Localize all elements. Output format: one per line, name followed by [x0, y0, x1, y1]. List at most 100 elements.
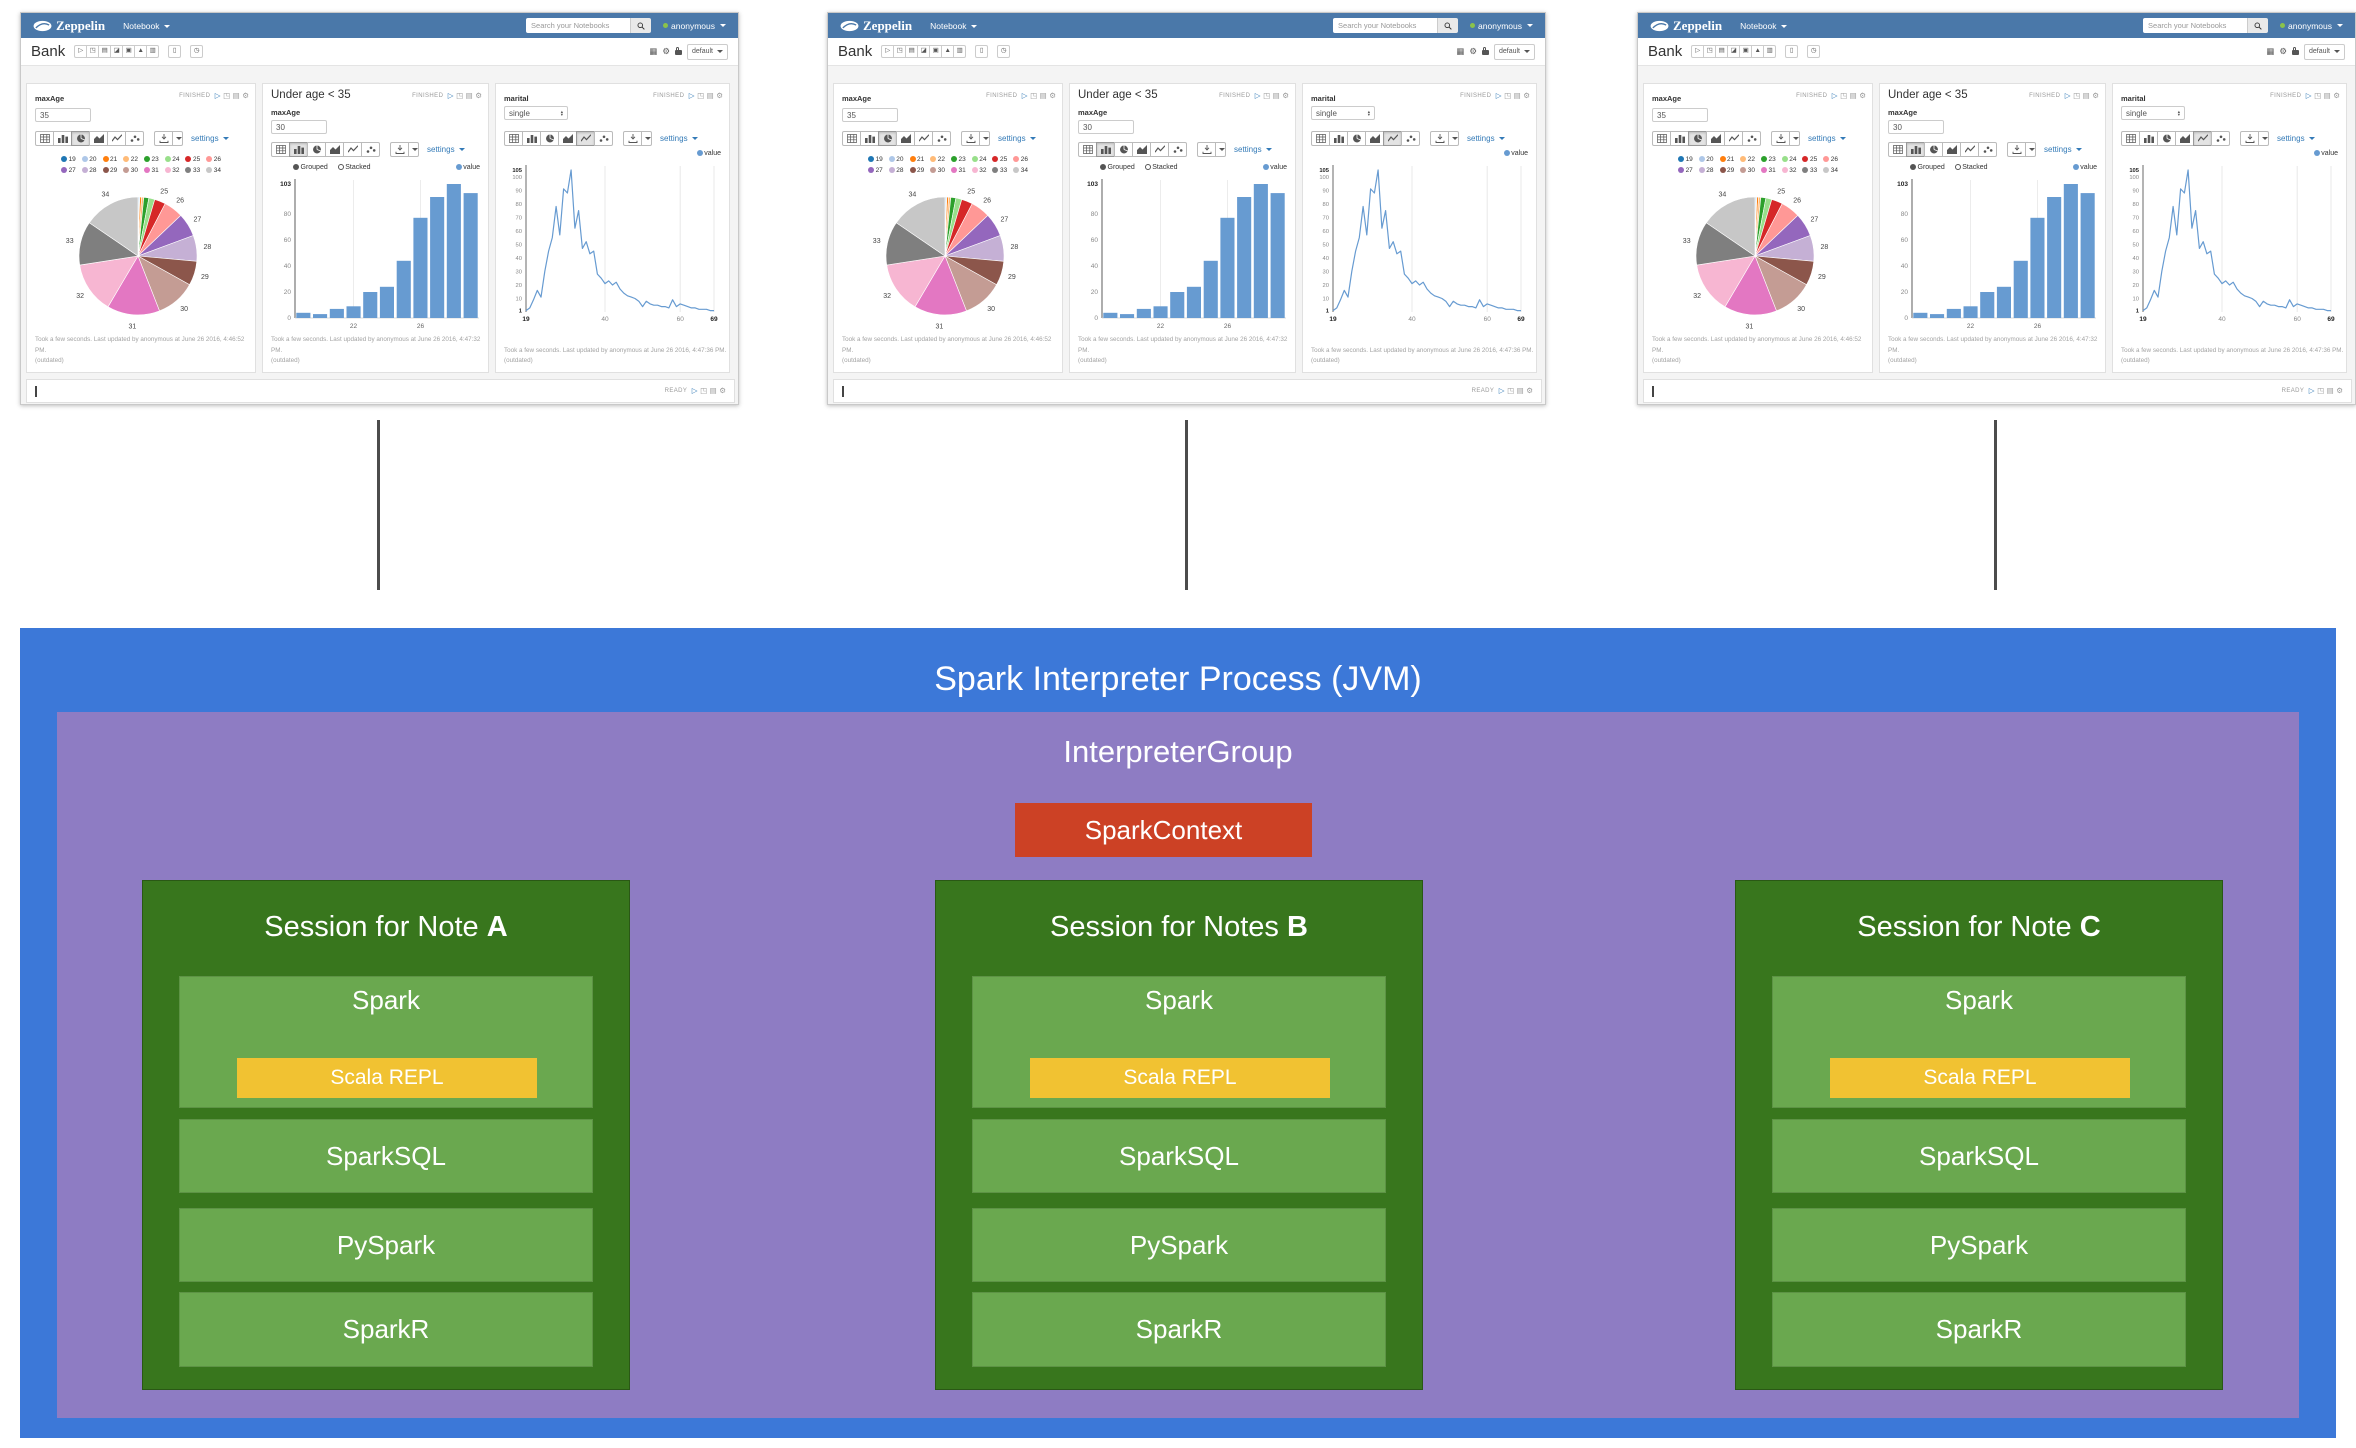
settings-link[interactable]: settings [1234, 145, 1272, 154]
empty-paragraph[interactable]: READY ▷ ◳ ▤ ⚙ [833, 379, 1542, 403]
settings-link[interactable]: settings [1808, 134, 1846, 143]
bar-chart-button[interactable] [522, 131, 541, 146]
line-path[interactable] [1332, 169, 1521, 312]
bar[interactable] [2029, 217, 2044, 318]
gear-icon[interactable]: ⚙ [1282, 91, 1289, 100]
pie-chart-button[interactable] [878, 131, 897, 146]
bar[interactable] [346, 306, 361, 318]
interpreter-gear-icon[interactable]: ⚙ [1469, 46, 1477, 57]
maximize-icon[interactable]: ◳ [697, 91, 705, 100]
bar[interactable] [295, 312, 310, 318]
pie-slice[interactable] [1705, 196, 1756, 257]
gear-icon[interactable]: ⚙ [475, 91, 482, 100]
scatter-chart-button[interactable] [932, 131, 951, 146]
bar-chart-button[interactable] [860, 131, 879, 146]
play-icon[interactable]: ▷ [1254, 91, 1261, 100]
gear-icon[interactable]: ⚙ [2333, 91, 2340, 100]
legend-item[interactable]: 30 [1740, 166, 1755, 174]
interpreter-default-button[interactable]: default [1493, 43, 1535, 60]
legend-item[interactable]: 26 [1823, 156, 1838, 163]
brand-name[interactable]: Zeppelin [56, 17, 106, 33]
pie-chart-button[interactable] [2157, 131, 2176, 146]
table-chart-button[interactable] [35, 131, 54, 146]
bar-chart-button[interactable] [289, 142, 308, 157]
download-caret-button[interactable] [2258, 131, 2269, 146]
search-button[interactable] [1437, 18, 1459, 33]
settings-link[interactable]: settings [191, 134, 229, 143]
play-icon[interactable]: ▷ [691, 386, 698, 396]
legend-item[interactable]: 21 [102, 156, 117, 163]
gear-icon[interactable]: ⚙ [1526, 386, 1533, 396]
legend-item[interactable]: 31 [1761, 166, 1776, 174]
legend-item[interactable]: 33 [992, 166, 1007, 174]
scatter-chart-button[interactable] [361, 142, 380, 157]
search-button[interactable] [2247, 18, 2269, 33]
version-control-button[interactable]: ▥ [1763, 45, 1777, 58]
download-button[interactable] [1197, 142, 1216, 157]
play-icon[interactable]: ▷ [1021, 91, 1028, 100]
play-icon[interactable]: ▷ [2064, 91, 2071, 100]
bar-chart-button[interactable] [2139, 131, 2158, 146]
legend-item[interactable]: 24 [971, 156, 986, 163]
legend-item[interactable]: 20 [81, 156, 97, 163]
area-chart-button[interactable] [558, 131, 577, 146]
legend-item[interactable]: 26 [206, 156, 221, 163]
pie-slice[interactable] [1696, 255, 1756, 308]
brand-name[interactable]: Zeppelin [863, 17, 913, 33]
legend-item[interactable]: 29 [102, 166, 117, 174]
legend-item[interactable]: 32 [164, 166, 179, 174]
bar[interactable] [1136, 308, 1151, 318]
bar[interactable] [1153, 306, 1168, 318]
area-chart-button[interactable] [1132, 142, 1151, 157]
play-icon[interactable]: ▷ [688, 91, 695, 100]
legend-item[interactable]: 34 [1823, 166, 1838, 174]
table-chart-button[interactable] [504, 131, 523, 146]
link-output-icon[interactable]: ▤ [1513, 91, 1521, 100]
bar-chart-button[interactable] [1670, 131, 1689, 146]
gear-icon[interactable]: ⚙ [1523, 91, 1530, 100]
maximize-icon[interactable]: ◳ [223, 91, 231, 100]
keyboard-shortcuts-icon[interactable]: ▦ [2266, 46, 2275, 57]
link-output-icon[interactable]: ▤ [2082, 91, 2090, 100]
legend-item[interactable]: 22 [930, 156, 945, 163]
play-icon[interactable]: ▷ [447, 91, 454, 100]
legend-item[interactable]: 22 [1740, 156, 1755, 163]
pie-slice[interactable] [895, 196, 946, 257]
legend-item[interactable]: 27 [61, 166, 76, 174]
scatter-chart-button[interactable] [1742, 131, 1761, 146]
settings-link[interactable]: settings [2277, 134, 2315, 143]
marital-select[interactable]: single ▴ ▾ [504, 106, 568, 120]
grouped-radio[interactable]: Grouped [1910, 164, 1945, 171]
lock-icon[interactable] [674, 47, 682, 55]
bar[interactable] [1270, 193, 1285, 318]
download-button[interactable] [154, 131, 173, 146]
pie-slice[interactable] [1724, 255, 1777, 316]
table-chart-button[interactable] [2121, 131, 2140, 146]
run-all-button[interactable]: ▷ [881, 45, 895, 58]
play-icon[interactable]: ▷ [1831, 91, 1838, 100]
bar[interactable] [1186, 286, 1201, 318]
bar[interactable] [2013, 260, 2028, 318]
maximize-icon[interactable]: ◳ [2317, 386, 2325, 396]
bar[interactable] [1253, 184, 1268, 318]
line-chart-button[interactable] [343, 142, 362, 157]
line-chart-button[interactable] [1724, 131, 1743, 146]
legend-item[interactable]: 21 [909, 156, 924, 163]
legend-item[interactable]: 23 [1761, 156, 1776, 163]
gear-icon[interactable]: ⚙ [242, 91, 249, 100]
interpreter-default-button[interactable]: default [2303, 43, 2345, 60]
trash-button[interactable]: ▯ [168, 45, 182, 58]
bar[interactable] [1963, 306, 1978, 318]
area-chart-button[interactable] [2175, 131, 2194, 146]
settings-link[interactable]: settings [1467, 134, 1505, 143]
pie-chart-button[interactable] [71, 131, 90, 146]
link-output-icon[interactable]: ▤ [2326, 386, 2334, 396]
note-title[interactable]: Bank [31, 43, 66, 60]
settings-link[interactable]: settings [427, 145, 465, 154]
gear-icon[interactable]: ⚙ [1049, 91, 1056, 100]
scatter-chart-button[interactable] [125, 131, 144, 146]
legend-item[interactable]: 25 [992, 156, 1007, 163]
download-button[interactable] [961, 131, 980, 146]
scheduler-button[interactable]: ◷ [190, 45, 204, 58]
table-chart-button[interactable] [1888, 142, 1907, 157]
